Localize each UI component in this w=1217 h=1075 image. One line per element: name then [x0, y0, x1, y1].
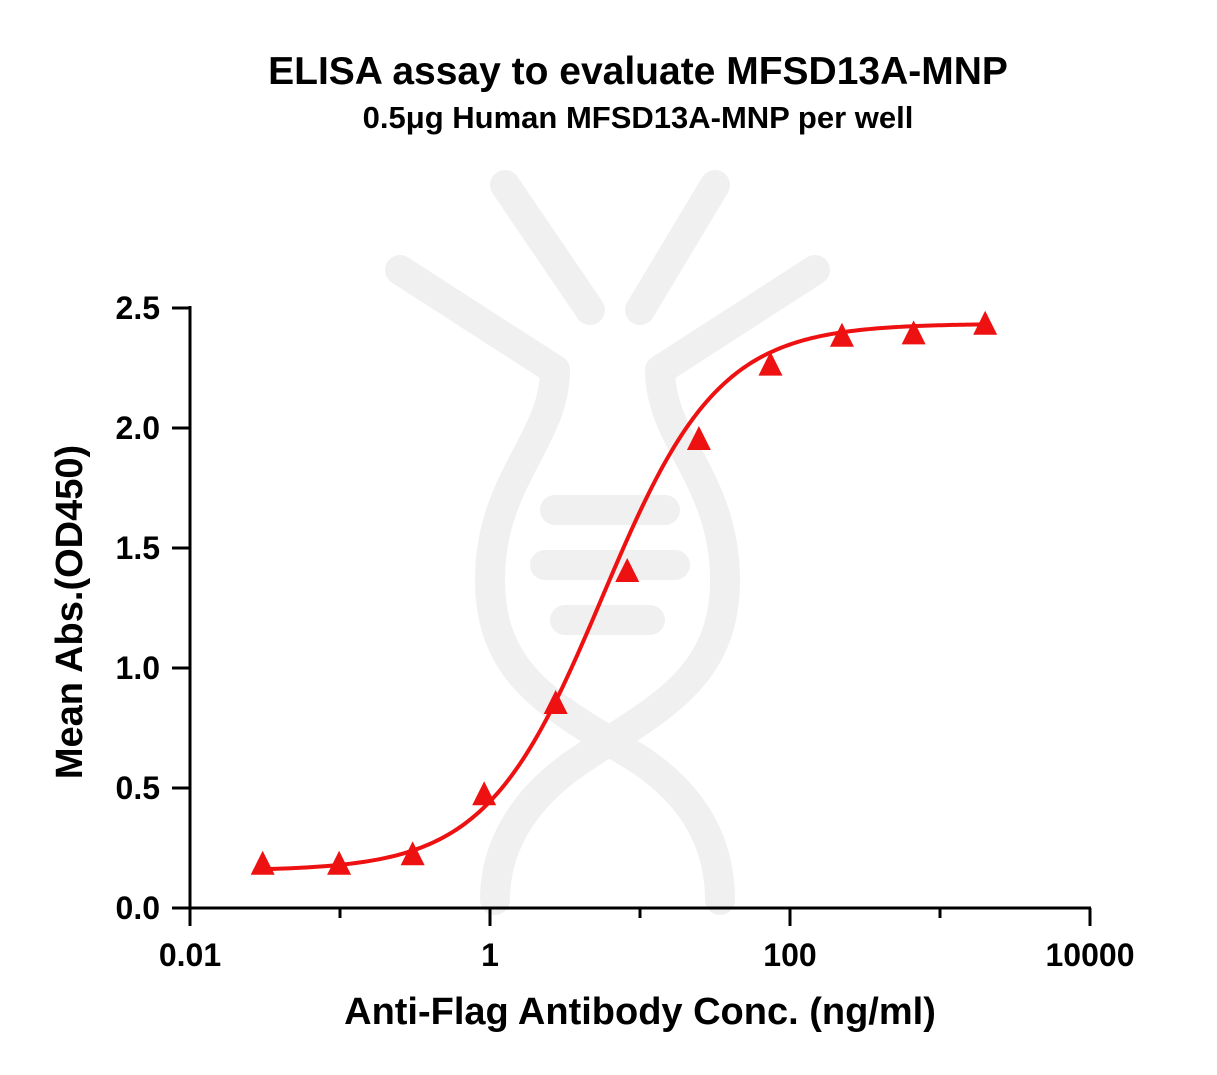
data-point — [829, 322, 854, 347]
data-point — [615, 558, 640, 582]
data-point — [686, 426, 711, 450]
x-axis-label: Anti-Flag Antibody Conc. (ng/ml) — [344, 991, 936, 1033]
data-points — [250, 310, 998, 875]
data-point — [901, 320, 926, 345]
y-tick-label: 2.0 — [116, 410, 160, 446]
x-tick-label: 100 — [763, 937, 816, 973]
y-axis-ticks: 0.0 0.5 1.0 1.5 2.0 2.5 — [116, 290, 190, 926]
data-point — [973, 310, 998, 335]
chart-title: ELISA assay to evaluate MFSD13A-MNP — [268, 50, 1008, 93]
x-tick-label: 0.01 — [159, 937, 221, 973]
y-tick-label: 2.5 — [116, 290, 160, 326]
y-axis-label: Mean Abs.(OD450) — [49, 445, 91, 779]
data-point — [543, 690, 568, 714]
x-tick-label: 10000 — [1046, 937, 1135, 973]
y-tick-label: 0.0 — [116, 890, 160, 926]
y-tick-label: 0.5 — [116, 770, 160, 806]
watermark-logo — [385, 170, 830, 915]
x-tick-label: 1 — [481, 937, 499, 973]
y-tick-label: 1.5 — [116, 530, 160, 566]
x-axis-ticks: 0.01 1 100 10000 — [159, 908, 1135, 973]
data-point — [472, 781, 497, 806]
y-tick-label: 1.0 — [116, 650, 160, 686]
data-point — [327, 850, 352, 875]
fit-curve — [262, 322, 986, 872]
data-point — [758, 351, 783, 376]
data-point — [400, 841, 425, 866]
data-point — [250, 850, 275, 875]
chart-subtitle: 0.5μg Human MFSD13A-MNP per well — [363, 100, 914, 135]
